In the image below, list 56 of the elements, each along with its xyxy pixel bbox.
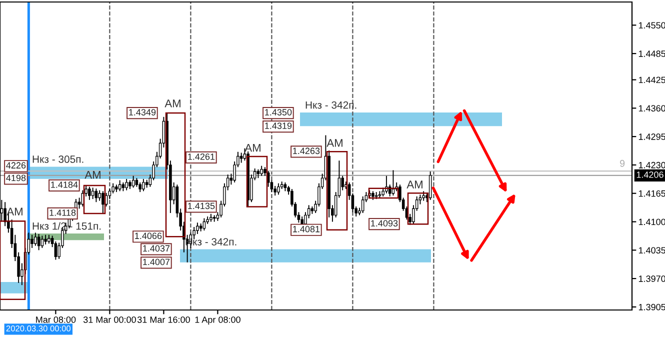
candlestick <box>422 190 425 202</box>
candlestick <box>102 190 104 214</box>
annotation: 1.4184 <box>51 181 78 188</box>
x-tick-label: Mar 08:00 <box>36 316 76 323</box>
annotation: 1.4350 <box>265 109 292 116</box>
ref-line-label: 1.4206 <box>636 171 664 178</box>
candlestick <box>88 186 91 200</box>
candlestick <box>132 175 135 188</box>
annotation: 1.4261 <box>188 153 215 160</box>
annotation: 1.4007 <box>143 258 170 266</box>
band-label: Нкз - 305п. <box>32 156 84 163</box>
annotation: AM <box>6 208 22 216</box>
candlestick <box>37 234 40 251</box>
candlestick <box>118 180 122 192</box>
annotation: 4226 <box>6 162 26 169</box>
annotation: 1.4066 <box>135 232 162 240</box>
annotation: AM <box>326 139 342 147</box>
candlestick <box>361 196 364 214</box>
annotation: AM <box>84 171 100 179</box>
candlestick <box>260 165 263 176</box>
candlestick <box>428 171 432 200</box>
candlestick <box>30 234 34 248</box>
candlestick <box>125 178 128 191</box>
y-tick-label: 1.4425 <box>638 76 665 84</box>
x-tick-label: 1 Apr 08:00 <box>195 316 240 325</box>
candlestick <box>78 197 81 210</box>
annotation: 4198 <box>6 174 26 182</box>
y-tick-label: 1.3905 <box>638 304 665 310</box>
candlestick <box>98 190 101 202</box>
annotation: 1.4118 <box>50 209 76 216</box>
y-tick-label: 1.4485 <box>638 50 665 57</box>
y-tick-label: 1.4035 <box>638 247 665 254</box>
x-tick-label: 31 Mar 16:00 <box>137 316 190 323</box>
y-tick-label: 1.4295 <box>638 134 665 140</box>
candlestick <box>138 182 142 193</box>
ref-line-label: 2020.03.30 00:00 <box>6 326 71 332</box>
band-label: Нкз - 342п. <box>306 101 356 109</box>
annotation: 1.4093 <box>371 220 398 226</box>
candlestick <box>91 187 94 200</box>
annotation: AM <box>244 144 260 152</box>
annotation: 9 <box>620 160 625 167</box>
y-tick-label: 1.4165 <box>638 190 665 197</box>
annotation: 1.4349 <box>129 109 156 116</box>
candlestick <box>142 178 145 192</box>
annotation: 1.4263 <box>293 148 320 154</box>
candlestick <box>277 182 280 196</box>
annotation: 1.4037 <box>143 245 170 252</box>
annotation: 1.4081 <box>293 226 320 232</box>
candlestick <box>240 152 243 164</box>
candlestick <box>44 234 47 245</box>
annotation: AM <box>164 100 180 108</box>
annotation: 1.4319 <box>265 122 292 129</box>
annotation: AM <box>406 180 422 188</box>
candlestick <box>34 232 37 246</box>
x-tick-label: 31 Mar 00:00 <box>83 316 136 323</box>
annotation: 1.4135 <box>188 202 215 210</box>
